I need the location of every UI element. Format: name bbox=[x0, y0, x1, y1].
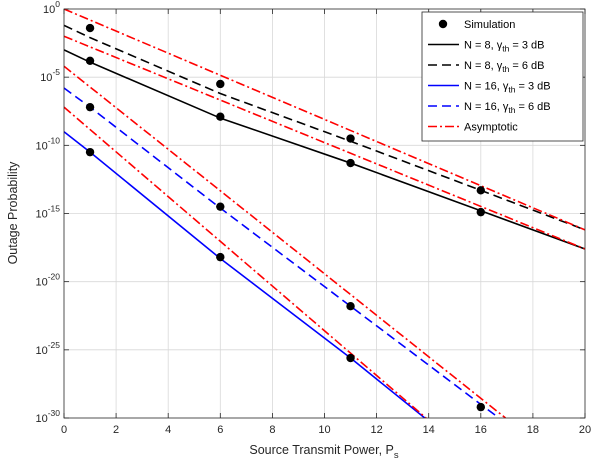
series-line-asym_n16_3db bbox=[64, 106, 427, 418]
simulation-point bbox=[476, 402, 485, 412]
simulation-point bbox=[216, 112, 225, 121]
legend-entry-label: N = 16, γth = 6 dB bbox=[464, 101, 551, 115]
series-layer bbox=[64, 9, 585, 418]
y-axis-label: Outage Probability bbox=[6, 161, 20, 265]
legend: Simulation N = 8, γth = 3 dB N = 8, γth = … bbox=[421, 11, 584, 142]
simulation-point bbox=[85, 56, 95, 66]
x-tick-label: 18 bbox=[527, 424, 539, 436]
y-tick-labels: 100 10-5 10-10 10-15 10-20 10-25 10-30 bbox=[35, 0, 60, 425]
simulation-point bbox=[476, 186, 485, 195]
y-tick-label: 100 bbox=[43, 0, 60, 16]
x-tick-label: 16 bbox=[475, 424, 487, 436]
y-tick-label: 10-30 bbox=[35, 408, 60, 425]
x-tick-label: 0 bbox=[61, 424, 67, 436]
simulation-point bbox=[85, 23, 95, 33]
x-axis-label: Source Transmit Power, Ps bbox=[249, 443, 399, 461]
legend-entry-label: N = 16, γth = 3 dB bbox=[464, 81, 551, 95]
simulation-point bbox=[85, 147, 95, 157]
x-tick-label: 2 bbox=[113, 424, 119, 436]
y-tick-label: 10-10 bbox=[35, 135, 60, 152]
simulation-point bbox=[346, 158, 355, 168]
x-tick-label: 20 bbox=[579, 424, 591, 436]
series-line-n8_6db bbox=[64, 24, 585, 231]
series-line-asym_n8_3db bbox=[64, 35, 585, 250]
legend-entry-label: N = 8, γth = 6 dB bbox=[464, 60, 544, 74]
y-tick-label: 10-5 bbox=[40, 67, 60, 84]
legend-swatch-marker bbox=[438, 19, 448, 29]
legend-entry-label: N = 8, γth = 3 dB bbox=[464, 40, 544, 54]
x-tick-label: 8 bbox=[269, 424, 275, 436]
axis-ticks bbox=[63, 8, 586, 419]
y-tick-label: 10-20 bbox=[35, 272, 60, 289]
simulation-point bbox=[216, 79, 225, 89]
simulation-markers bbox=[85, 23, 485, 412]
simulation-point bbox=[216, 252, 225, 262]
y-tick-label: 10-25 bbox=[35, 340, 60, 357]
legend-entry-label: Simulation bbox=[464, 19, 515, 31]
simulation-point bbox=[476, 207, 485, 217]
x-tick-label: 14 bbox=[423, 424, 435, 436]
x-tick-label: 4 bbox=[165, 424, 171, 436]
simulation-point bbox=[85, 102, 95, 112]
x-tick-label: 12 bbox=[370, 424, 382, 436]
y-tick-label: 10-15 bbox=[35, 204, 60, 221]
x-tick-label: 10 bbox=[318, 424, 330, 436]
x-tick-label: 6 bbox=[217, 424, 223, 436]
simulation-point bbox=[346, 353, 355, 363]
x-tick-labels: 0 2 4 6 8 10 12 14 16 18 20 bbox=[61, 424, 591, 436]
simulation-point bbox=[346, 302, 355, 311]
legend-entry-label: Asymptotic bbox=[464, 122, 518, 134]
simulation-point bbox=[216, 202, 225, 211]
series-line-n8_3db bbox=[64, 49, 585, 250]
simulation-point bbox=[346, 134, 355, 143]
series-line-asym_n8_6db bbox=[64, 9, 585, 231]
legend-box bbox=[421, 11, 584, 142]
